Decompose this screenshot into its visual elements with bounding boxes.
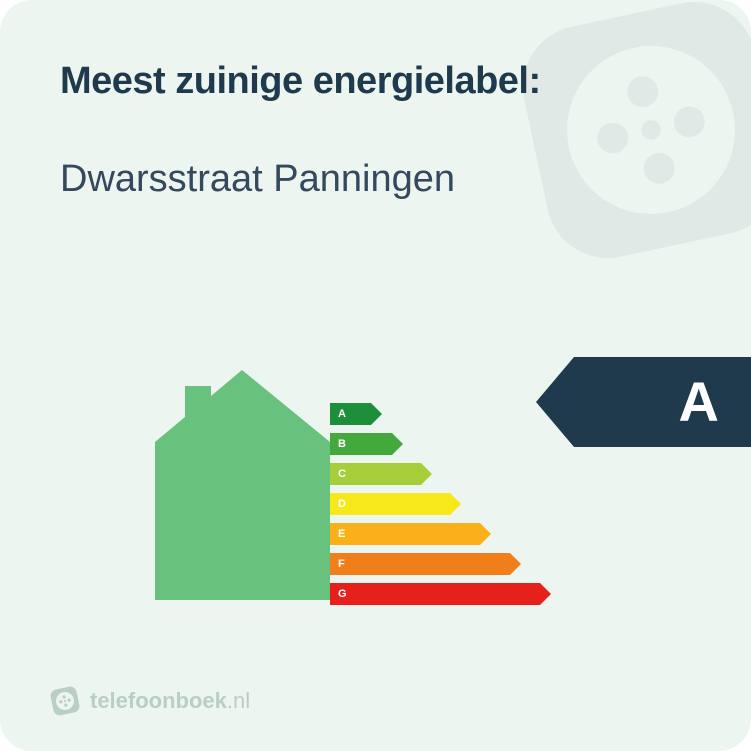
energy-bar-label: E <box>338 523 345 545</box>
energy-bar-f: F <box>330 553 551 575</box>
watermark-icon <box>511 0 751 270</box>
energy-bar-label: C <box>338 463 346 485</box>
energy-bar-a: A <box>330 403 551 425</box>
highlight-letter: A <box>679 357 719 447</box>
energy-bar-label: B <box>338 433 346 455</box>
energy-card: Meest zuinige energielabel: Dwarsstraat … <box>0 0 751 751</box>
footer-brand-bold: telefoonboek <box>90 688 227 713</box>
footer-brand-suffix: .nl <box>227 688 250 713</box>
energy-bar-label: G <box>338 583 347 605</box>
energy-bars: ABCDEFG <box>330 403 551 613</box>
footer-brand: telefoonboek.nl <box>90 688 250 714</box>
energy-bar-label: A <box>338 403 346 425</box>
energy-bar-label: D <box>338 493 346 515</box>
energy-bar-label: F <box>338 553 345 575</box>
energy-bar-d: D <box>330 493 551 515</box>
house-icon <box>155 370 330 605</box>
energy-bar-c: C <box>330 463 551 485</box>
energy-bar-b: B <box>330 433 551 455</box>
highlight-badge: A <box>536 357 751 447</box>
footer-logo-icon <box>50 686 80 716</box>
energy-graphic: ABCDEFG <box>155 370 595 630</box>
footer: telefoonboek.nl <box>50 686 250 716</box>
energy-bar-e: E <box>330 523 551 545</box>
energy-bar-g: G <box>330 583 551 605</box>
